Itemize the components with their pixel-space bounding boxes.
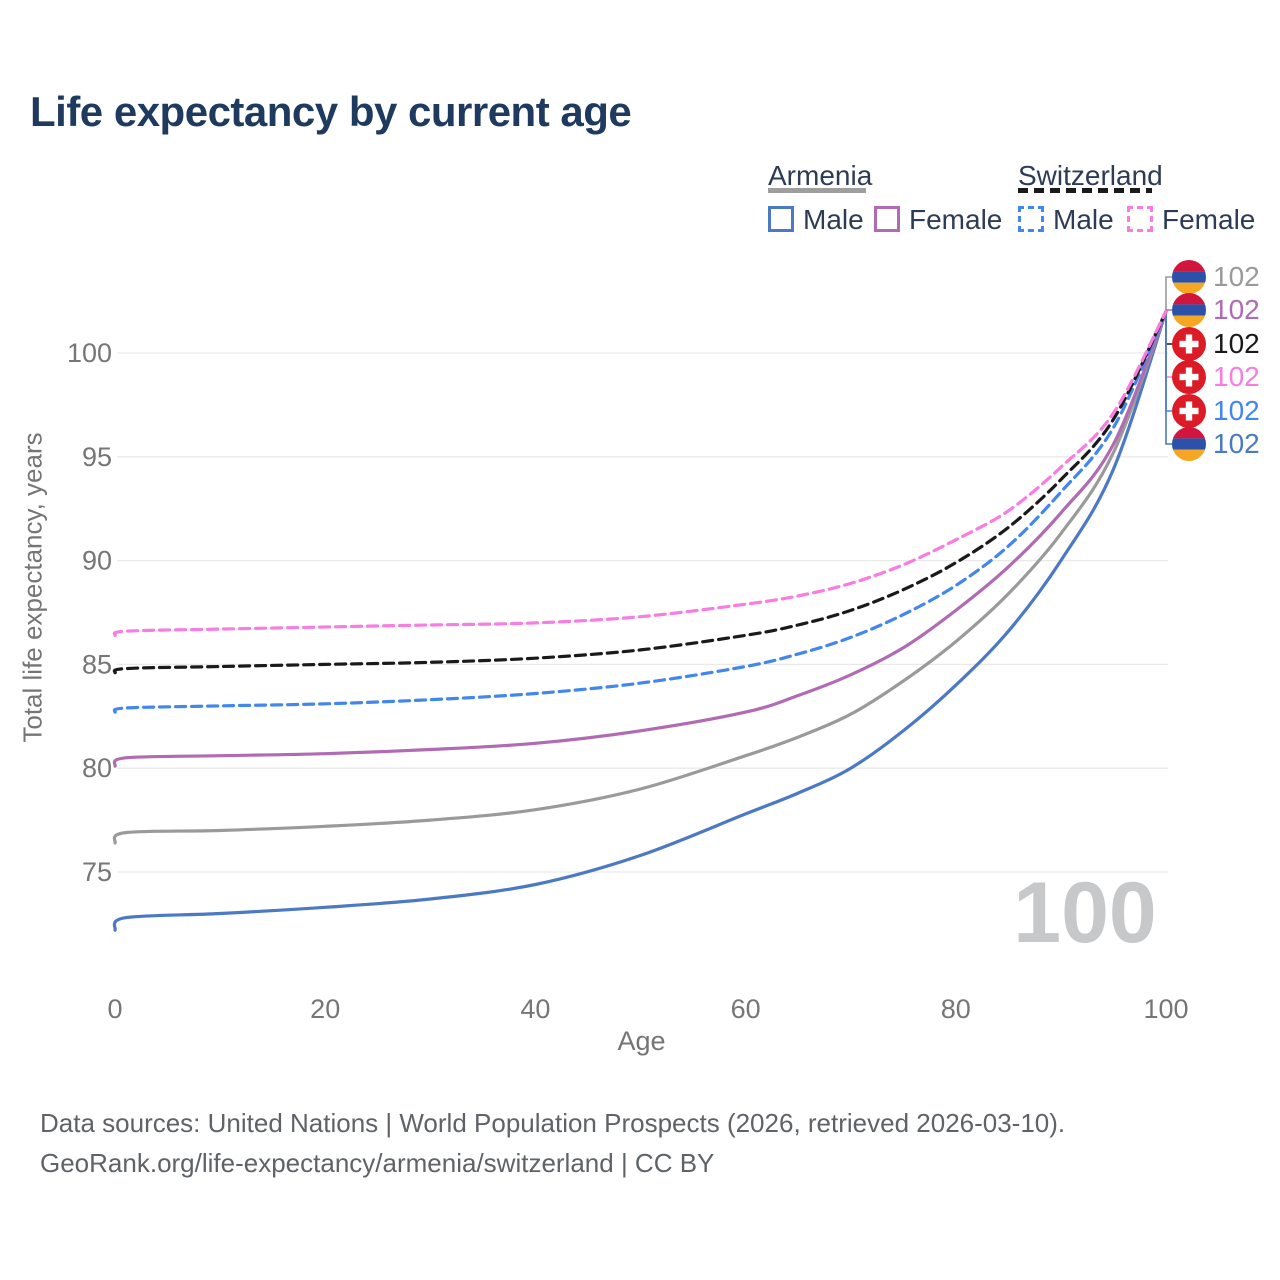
y-tick-100: 100	[67, 338, 112, 368]
end-label-armenia-male: 102	[1172, 427, 1260, 461]
y-tick-90: 90	[82, 546, 112, 576]
x-axis-title: Age	[617, 1026, 666, 1056]
leader-line-armenia_male	[1165, 311, 1173, 445]
legend-switzerland-male-swatch[interactable]	[1018, 206, 1044, 232]
y-tick-85: 85	[82, 649, 112, 679]
series-line-armenia_all[interactable]	[112, 309, 1168, 845]
legend-switzerland-line-swatch	[1018, 188, 1152, 193]
legend-armenia-female-swatch[interactable]	[874, 206, 900, 232]
end-label-switzerland-male: 102	[1172, 394, 1260, 428]
series-line-armenia_male[interactable]	[112, 309, 1168, 932]
end-label-switzerland-all: 102	[1172, 327, 1260, 361]
armenia-flag-icon	[1172, 260, 1206, 294]
y-tick-75: 75	[82, 857, 112, 887]
leader-line-armenia_all	[1165, 276, 1173, 312]
legend-switzerland-header[interactable]: Switzerland	[1018, 160, 1163, 191]
armenia-flag-icon	[1172, 260, 1206, 294]
x-tick-80: 80	[941, 994, 971, 1024]
y-tick-95: 95	[82, 442, 112, 472]
x-tick-0: 0	[107, 994, 122, 1024]
x-tick-20: 20	[310, 994, 340, 1024]
armenia-flag-icon	[1172, 293, 1206, 327]
end-label-armenia-all: 102	[1172, 260, 1260, 294]
legend-armenia-female-label[interactable]: Female	[909, 204, 1003, 235]
switzerland-flag-icon	[1172, 394, 1206, 428]
legend-armenia-header[interactable]: Armenia	[768, 160, 873, 191]
armenia-flag-icon	[1172, 427, 1206, 461]
legend-switzerland-male-label[interactable]: Male	[1053, 204, 1114, 235]
age-counter-watermark: 100	[1013, 865, 1157, 961]
end-label-armenia-female: 102	[1172, 293, 1260, 327]
end-label-value: 102	[1213, 395, 1260, 426]
x-tick-60: 60	[731, 994, 761, 1024]
legend-armenia-male-label[interactable]: Male	[803, 204, 864, 235]
end-label-switzerland-female: 102	[1172, 360, 1260, 394]
switzerland-flag-icon	[1172, 394, 1206, 428]
attribution-text: GeoRank.org/life-expectancy/armenia/swit…	[40, 1148, 715, 1178]
series-line-switzerland_all[interactable]	[112, 309, 1168, 675]
legend-armenia-male-swatch[interactable]	[768, 206, 794, 232]
series-line-switzerland_female[interactable]	[112, 309, 1168, 637]
x-tick-100: 100	[1143, 994, 1188, 1024]
end-label-value: 102	[1213, 294, 1260, 325]
end-label-value: 102	[1213, 428, 1260, 459]
x-tick-40: 40	[520, 994, 550, 1024]
end-label-value: 102	[1213, 328, 1260, 359]
end-label-value: 102	[1213, 261, 1260, 292]
switzerland-flag-icon	[1172, 327, 1206, 361]
legend-armenia-line-swatch	[768, 188, 866, 193]
page-title: Life expectancy by current age	[30, 88, 632, 135]
armenia-flag-icon	[1172, 293, 1206, 327]
end-label-value: 102	[1213, 361, 1260, 392]
switzerland-flag-icon	[1172, 360, 1206, 394]
legend-switzerland-female-label[interactable]: Female	[1162, 204, 1256, 235]
y-tick-80: 80	[82, 753, 112, 783]
legend-switzerland-female-swatch[interactable]	[1127, 206, 1153, 232]
series-line-switzerland_male[interactable]	[112, 309, 1168, 714]
armenia-flag-icon	[1172, 427, 1206, 461]
switzerland-flag-icon	[1172, 360, 1206, 394]
series-line-armenia_female[interactable]	[112, 309, 1168, 768]
switzerland-flag-icon	[1172, 327, 1206, 361]
data-source-text: Data sources: United Nations | World Pop…	[40, 1108, 1066, 1138]
